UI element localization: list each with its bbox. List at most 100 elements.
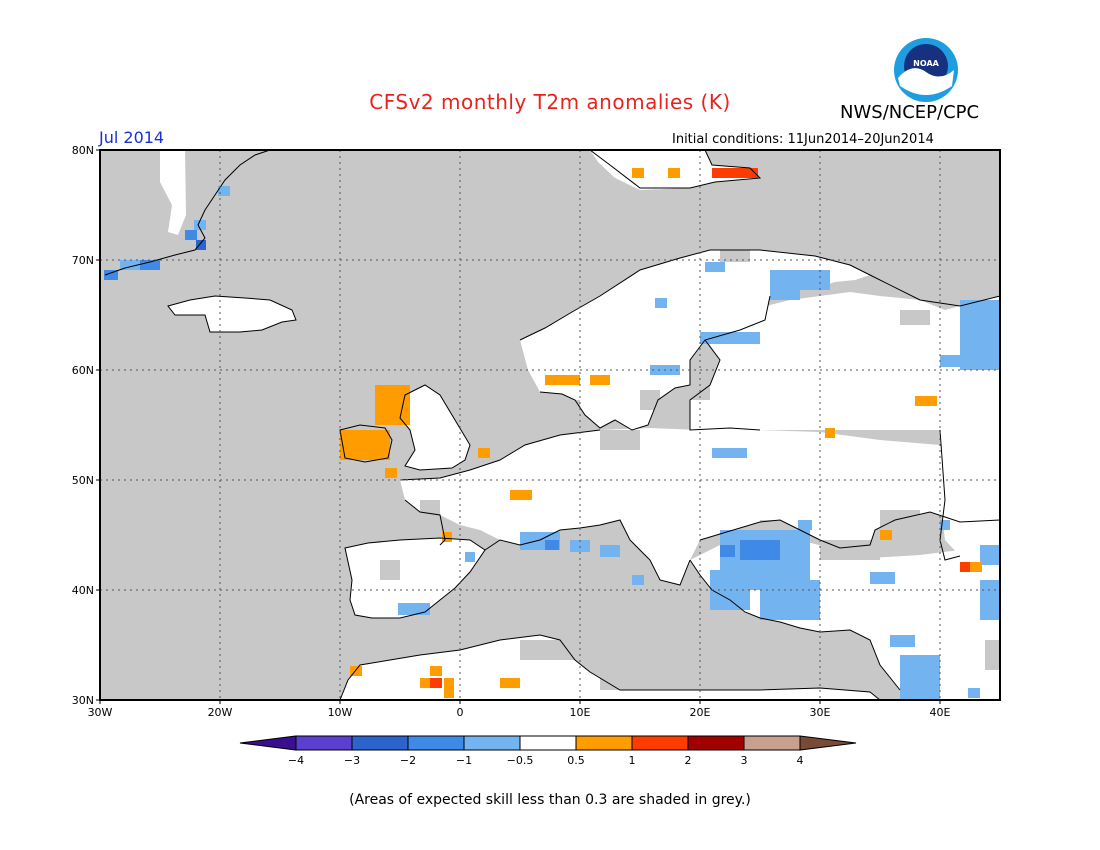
lon-tick-label: 30W xyxy=(88,706,113,719)
lon-tick-label: 10E xyxy=(570,706,591,719)
anomaly-cell xyxy=(980,580,1000,620)
anomaly-cell xyxy=(500,678,520,688)
colorbar-cell xyxy=(463,735,521,751)
colorbar: −4 −3 −2 −1 −0.5 0.5 1 2 3 4 xyxy=(239,735,857,767)
colorbar-label: −0.5 xyxy=(507,754,534,767)
agency-label: NWS/NCEP/CPC xyxy=(840,102,980,123)
greenland-land xyxy=(160,150,186,235)
low-skill-patch xyxy=(560,400,580,420)
anomaly-cell xyxy=(350,666,362,676)
low-skill-patch xyxy=(640,390,660,410)
low-skill-patch xyxy=(420,500,440,520)
lat-tick-label: 30N xyxy=(72,694,94,707)
lat-tick-label: 50N xyxy=(72,474,94,487)
anomaly-cell xyxy=(385,468,397,478)
anomaly-cell xyxy=(700,332,760,344)
coastline xyxy=(404,499,446,546)
colorbar-label: 0.5 xyxy=(567,754,585,767)
coastline xyxy=(519,249,1001,341)
anomaly-cell xyxy=(668,168,680,178)
low-skill-patch xyxy=(880,510,920,530)
anomaly-cell xyxy=(590,375,610,385)
low-skill-patch xyxy=(520,640,580,660)
colorbar-cell xyxy=(687,735,745,751)
lat-tick-label: 60N xyxy=(72,364,94,377)
anomaly-cell xyxy=(712,168,758,178)
anomaly-cell xyxy=(960,562,970,572)
initial-conditions: Initial conditions: 11Jun2014–20Jun2014 xyxy=(672,132,934,147)
forecast-month: Jul 2014 xyxy=(99,128,165,147)
coastline xyxy=(339,634,881,701)
map-frame xyxy=(99,149,1001,701)
anomaly-cell xyxy=(720,545,735,557)
anomaly-cell xyxy=(655,298,667,308)
low-skill-patch xyxy=(600,640,680,690)
colorbar-label: −4 xyxy=(288,754,304,767)
colorbar-label: −2 xyxy=(400,754,416,767)
anomaly-cell xyxy=(465,552,475,562)
anomaly-cells-red xyxy=(430,168,970,688)
anomaly-cell xyxy=(600,545,620,557)
anomaly-cell xyxy=(545,375,580,385)
anomaly-cell xyxy=(980,545,1000,565)
caspian-land xyxy=(940,430,1000,560)
skill-footnote: (Areas of expected skill less than 0.3 a… xyxy=(349,792,751,808)
coastline xyxy=(339,424,393,463)
colorbar-label: 3 xyxy=(741,754,748,767)
low-skill-patch xyxy=(900,310,930,325)
coastline xyxy=(589,149,762,189)
colorbar-label: 2 xyxy=(685,754,692,767)
anomaly-cell xyxy=(375,385,410,425)
anomaly-cells-dark-blue xyxy=(196,240,206,250)
lat-tick-label: 70N xyxy=(72,254,94,267)
anomaly-cell xyxy=(760,580,820,620)
colorbar-arrow-high xyxy=(799,735,857,751)
anomaly-cell xyxy=(968,688,980,698)
great-britain-land xyxy=(400,385,470,470)
coastline xyxy=(539,295,771,431)
anomaly-cell xyxy=(770,270,800,300)
anomaly-cell xyxy=(478,448,490,458)
axis-tick-labels: 30W 20W 10W 0 10E 20E 30E 40E 30N 40N 50N 60N 70N 80N xyxy=(72,144,951,719)
colorbar-cell xyxy=(407,735,465,751)
lat-lon-gridlines xyxy=(100,150,1000,700)
anomaly-cell xyxy=(398,603,430,615)
colorbar-cell xyxy=(631,735,689,751)
anomaly-cell xyxy=(510,490,532,500)
anomaly-cell xyxy=(870,572,895,584)
anomaly-cell xyxy=(420,678,432,688)
lat-tick-label: 40N xyxy=(72,584,94,597)
noaa-logo-gull xyxy=(898,68,954,95)
anomaly-cell xyxy=(960,300,1000,370)
iceland-land xyxy=(168,296,296,332)
anomaly-cell xyxy=(140,260,160,270)
colorbar-arrow-low xyxy=(239,735,297,751)
anomaly-cell xyxy=(632,168,644,178)
anomaly-cell xyxy=(430,666,442,676)
anomaly-cell xyxy=(740,540,780,560)
anomaly-cell xyxy=(900,655,940,700)
anomaly-cells-orange xyxy=(340,168,982,698)
north-africa-land xyxy=(340,635,880,700)
coastline xyxy=(104,149,271,276)
anomaly-cell xyxy=(545,540,559,550)
anomaly-cell xyxy=(825,428,835,438)
anomaly-cell xyxy=(970,562,982,572)
anomaly-cell xyxy=(798,520,812,530)
low-skill-patch xyxy=(380,560,400,580)
anomaly-cell xyxy=(194,220,206,230)
colorbar-cell xyxy=(519,735,577,751)
anomaly-cell xyxy=(940,520,950,530)
anomaly-cell xyxy=(340,430,390,460)
coastline xyxy=(689,339,761,431)
anomaly-cell xyxy=(880,530,892,540)
lon-tick-label: 30E xyxy=(810,706,831,719)
finland-russia-land xyxy=(690,292,1000,430)
colorbar-cell xyxy=(295,735,353,751)
noaa-logo-text: NOAA xyxy=(913,59,939,68)
coastline xyxy=(167,295,297,333)
colorbar-cell xyxy=(575,735,633,751)
anomaly-cell xyxy=(444,678,454,698)
coastline xyxy=(699,511,1001,549)
